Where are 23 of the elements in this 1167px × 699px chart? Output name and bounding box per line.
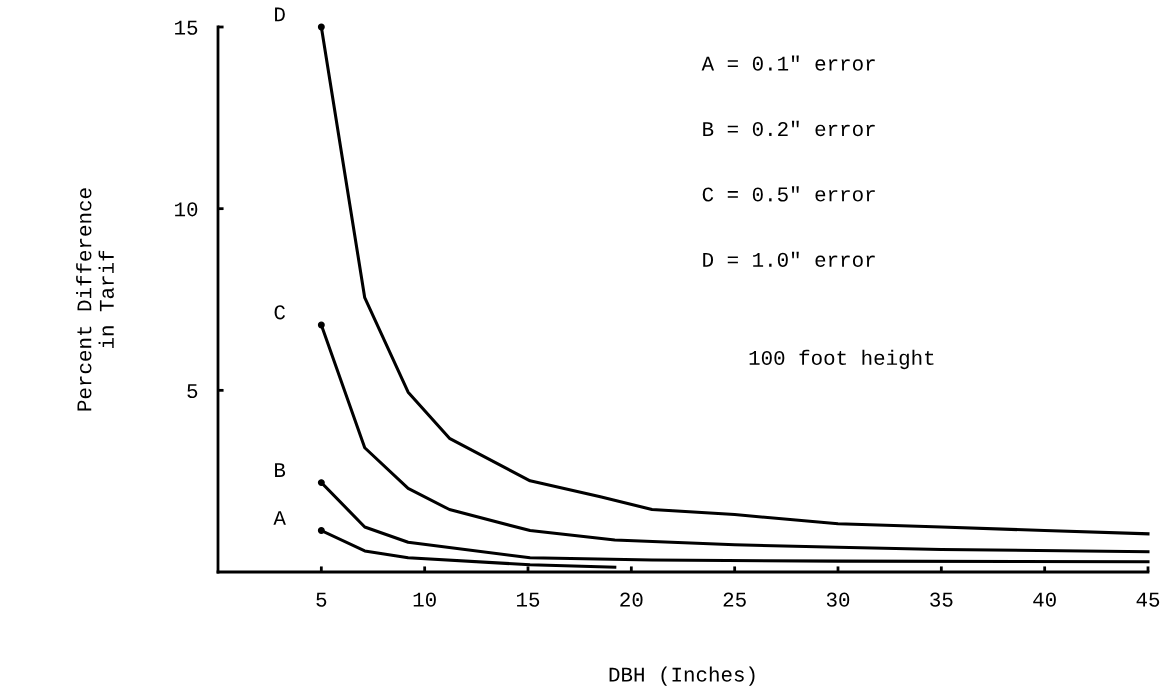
x-tick-label: 25 [723, 592, 746, 607]
x-tick-label: 5 [316, 592, 327, 607]
series-label: D [275, 7, 285, 22]
x-tick-label: 35 [930, 592, 953, 607]
series-label: C [274, 305, 286, 320]
series-label: B [275, 463, 286, 477]
x-tick-label: 30 [826, 592, 850, 607]
annotation: A = 0.1" error [701, 55, 875, 71]
y-axis-title: Percent Difference in Tarif [76, 188, 114, 411]
x-tick-label: 45 [1136, 592, 1160, 607]
annotation: 100 foot height [749, 349, 934, 370]
x-tick-label: 20 [620, 592, 643, 607]
x-axis-title: DBH (Inches) [609, 666, 755, 686]
y-tick-label: 5 [187, 384, 198, 399]
series-label: A [273, 511, 286, 525]
annotation: B = 0.2" error [703, 120, 875, 137]
x-tick-label: 10 [413, 592, 436, 607]
annotation: D = 1.0" error [703, 251, 875, 267]
y-tick-label: 10 [175, 202, 198, 217]
x-tick-label: 40 [1033, 592, 1056, 607]
y-tick-label: 15 [175, 20, 198, 35]
annotation: C = 0.5" error [702, 186, 875, 202]
x-tick-label: 15 [517, 592, 540, 607]
